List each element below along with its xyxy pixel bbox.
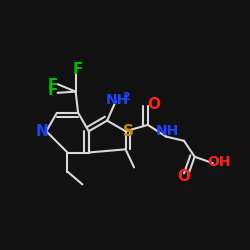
Text: NH: NH	[156, 124, 179, 138]
Text: F: F	[48, 78, 58, 93]
Text: N: N	[36, 124, 48, 139]
Text: 2: 2	[122, 92, 130, 102]
Text: F: F	[48, 83, 58, 98]
Text: S: S	[123, 124, 134, 139]
Text: NH: NH	[105, 92, 128, 106]
Text: O: O	[177, 169, 190, 184]
Text: OH: OH	[207, 155, 231, 169]
Text: F: F	[73, 62, 83, 78]
Text: O: O	[147, 97, 160, 112]
